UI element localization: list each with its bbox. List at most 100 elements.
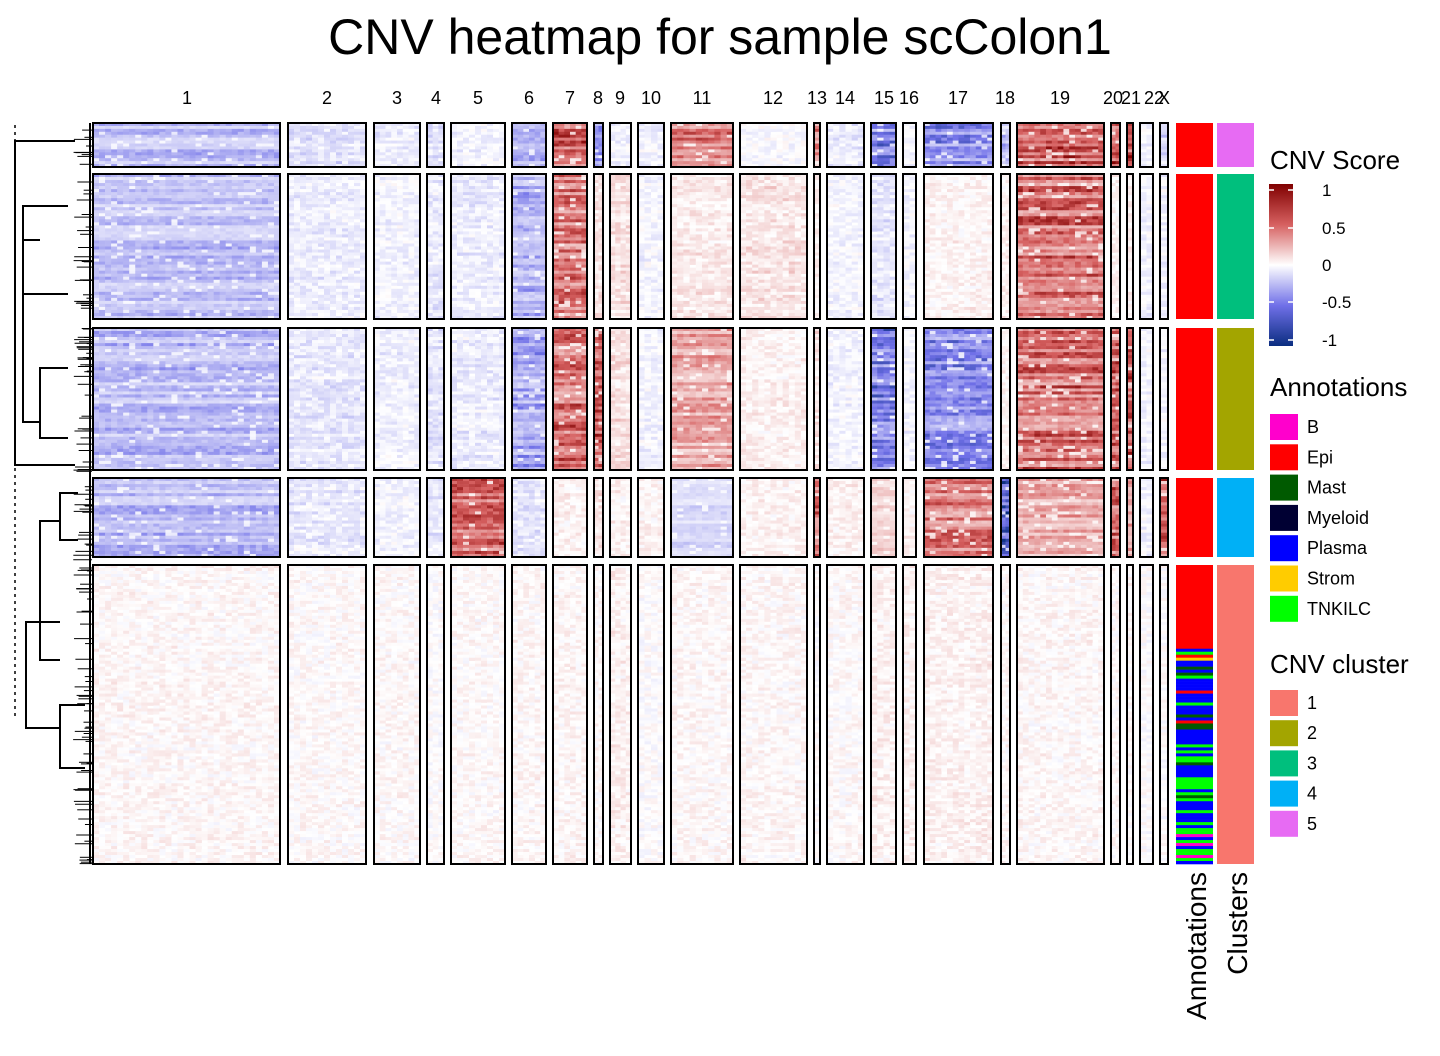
heatmap-cell <box>348 126 354 129</box>
heatmap-cell <box>1052 126 1058 129</box>
heatmap-cell <box>294 259 300 262</box>
heatmap-cell <box>268 219 274 222</box>
heatmap-cell <box>238 262 244 265</box>
heatmap-cell <box>190 310 196 313</box>
heatmap-cell <box>141 158 147 161</box>
heatmap-cell <box>196 253 202 256</box>
heatmap-cell <box>117 225 123 228</box>
heatmap-cell <box>306 289 312 292</box>
heatmap-cell <box>336 231 342 234</box>
heatmap-cell <box>268 231 274 234</box>
heatmap-cell <box>117 189 123 192</box>
heatmap-cell <box>196 161 202 164</box>
heatmap-cell <box>256 292 262 295</box>
heatmap-cell <box>117 222 123 225</box>
heatmap-cell <box>190 268 196 271</box>
heatmap-cell <box>976 152 982 155</box>
heatmap-cell <box>535 155 541 158</box>
heatmap-cell <box>318 158 324 161</box>
heatmap-cell <box>947 158 953 161</box>
heatmap-cell <box>306 225 312 228</box>
heatmap-cell <box>930 129 936 132</box>
heatmap-cell <box>535 149 541 152</box>
heatmap-cell <box>318 307 324 310</box>
heatmap-cell <box>196 225 202 228</box>
heatmap-cell <box>409 271 415 274</box>
heatmap-cell <box>105 259 111 262</box>
heatmap-cell <box>964 152 970 155</box>
heatmap-cell <box>677 149 684 152</box>
heatmap-cell <box>117 129 123 132</box>
heatmap-cell <box>953 138 959 141</box>
heatmap-cell <box>141 301 147 304</box>
heatmap-cell <box>1063 152 1069 155</box>
heatmap-cell <box>159 138 165 141</box>
heatmap-cell <box>518 161 524 164</box>
heatmap-cell <box>190 219 196 222</box>
heatmap-cell <box>232 286 238 289</box>
heatmap-cell <box>177 183 183 186</box>
heatmap-cell <box>397 253 403 256</box>
heatmap-cell <box>171 280 177 283</box>
heatmap-cell <box>903 126 910 129</box>
heatmap-cell <box>391 271 397 274</box>
heatmap-cell <box>877 138 884 141</box>
heatmap-cell <box>348 231 354 234</box>
heatmap-cell <box>970 141 976 144</box>
heatmap-cell <box>244 210 250 213</box>
heatmap-cell <box>306 231 312 234</box>
heatmap-cell <box>312 204 318 207</box>
heatmap-cell <box>117 219 123 222</box>
heatmap-cell <box>312 301 318 304</box>
heatmap-cell <box>232 313 238 316</box>
heatmap-cell <box>165 192 171 195</box>
heatmap-cell <box>153 207 159 210</box>
heatmap-cell <box>535 158 541 161</box>
heatmap-cell <box>232 180 238 183</box>
heatmap-cell <box>645 135 652 138</box>
heatmap-cell <box>111 243 117 246</box>
heatmap-cell <box>177 135 183 138</box>
heatmap-cell <box>177 247 183 250</box>
heatmap-cell <box>202 231 208 234</box>
heatmap-cell <box>391 268 397 271</box>
heatmap-cell <box>165 286 171 289</box>
heatmap-cell <box>714 152 721 155</box>
heatmap-cell <box>135 265 141 268</box>
heatmap-cell <box>262 135 268 138</box>
heatmap-cell <box>839 161 845 164</box>
heatmap-cell <box>1140 149 1147 152</box>
heatmap-cell <box>300 228 306 231</box>
heatmap-cell <box>220 313 226 316</box>
heatmap-cell <box>244 192 250 195</box>
heatmap-cell <box>202 304 208 307</box>
heatmap-cell <box>342 204 348 207</box>
heatmap-cell <box>336 240 342 243</box>
heatmap-cell <box>183 210 189 213</box>
heatmap-cell <box>232 256 238 259</box>
heatmap-cell <box>232 201 238 204</box>
heatmap-cell <box>529 146 535 149</box>
heatmap-cell <box>177 243 183 246</box>
heatmap-cell <box>256 256 262 259</box>
heatmap-cell <box>1075 138 1081 141</box>
heatmap-cell <box>238 240 244 243</box>
heatmap-cell <box>202 274 208 277</box>
heatmap-cell <box>469 161 475 164</box>
heatmap-cell <box>141 277 147 280</box>
heatmap-cell <box>123 213 129 216</box>
heatmap-cell <box>123 138 129 141</box>
heatmap-cell <box>964 141 970 144</box>
heatmap-cell <box>99 274 105 277</box>
heatmap-cell <box>409 158 415 161</box>
heatmap-cell <box>336 271 342 274</box>
heatmap-cell <box>964 144 970 147</box>
heatmap-cell <box>208 292 214 295</box>
heatmap-cell <box>354 195 360 198</box>
heatmap-cell <box>397 198 403 201</box>
heatmap-cell <box>268 237 274 240</box>
heatmap-cell <box>1034 152 1040 155</box>
heatmap-cell <box>99 292 105 295</box>
chromosome-label-9: 9 <box>615 88 625 108</box>
heatmap-cell <box>306 286 312 289</box>
